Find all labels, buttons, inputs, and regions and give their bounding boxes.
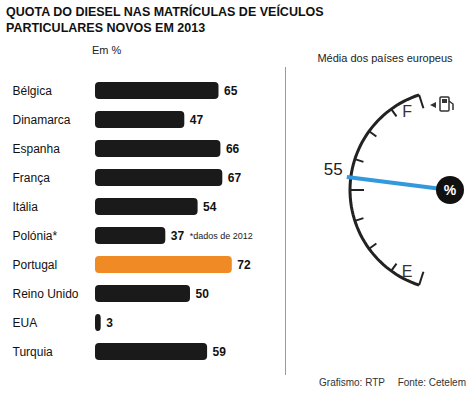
svg-text:3: 3 [106,316,113,330]
svg-text:47: 47 [190,113,204,127]
svg-text:EUA: EUA [13,316,38,330]
svg-text:50: 50 [196,287,210,301]
svg-text:França: França [13,171,51,185]
svg-text:Bélgica: Bélgica [13,84,53,98]
svg-text:%: % [444,182,457,198]
html-text:QUOTA DO DIESEL NAS MATRÍCULAS: QUOTA DO DIESEL NAS MATRÍCULAS DE VEÍCUL… [6,5,324,35]
svg-text:E: E [402,263,413,280]
svg-text:65: 65 [224,84,238,98]
svg-text:Portugal: Portugal [13,258,58,272]
svg-text:66: 66 [226,142,240,156]
svg-text:72: 72 [237,258,251,272]
svg-text:Espanha: Espanha [13,142,61,156]
svg-text:Polónia*: Polónia* [13,229,58,243]
svg-text:Fonte: Cetelem: Fonte: Cetelem [398,377,466,388]
html-text:Em %: Em % [92,44,122,56]
svg-text:54: 54 [203,200,217,214]
svg-text:Turquia: Turquia [13,345,54,359]
svg-text:Itália: Itália [13,200,39,214]
svg-text:55: 55 [324,160,343,179]
svg-text:F: F [402,103,412,120]
svg-text:59: 59 [213,345,227,359]
svg-text:Dinamarca: Dinamarca [13,113,71,127]
svg-text:37: 37 [171,229,185,243]
svg-text:Grafismo: RTP: Grafismo: RTP [319,377,385,388]
svg-text:Média dos países europeus: Média dos países europeus [317,52,453,64]
svg-text:*dados de 2012: *dados de 2012 [190,231,253,241]
svg-text:67: 67 [228,171,242,185]
svg-text:Reino Unido: Reino Unido [13,287,79,301]
